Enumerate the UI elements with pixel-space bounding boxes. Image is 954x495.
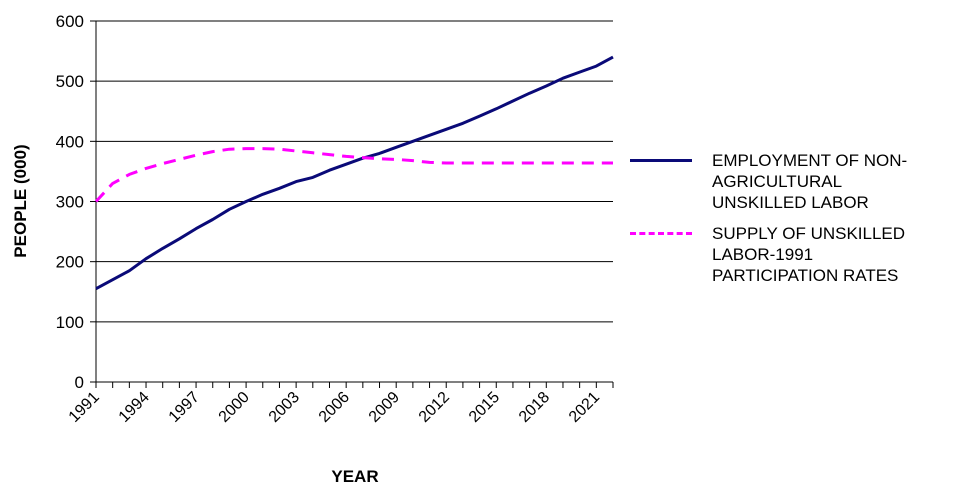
x-tick-label: 2012: [416, 389, 453, 426]
series-line-employment: [95, 55, 614, 291]
series-line-supply: [94, 147, 613, 203]
y-tick-label: 100: [56, 313, 84, 332]
x-tick-label: 2003: [266, 389, 303, 426]
y-tick-label: 400: [56, 132, 84, 151]
x-tick-label: 1994: [116, 389, 153, 426]
x-axis-label: YEAR: [331, 467, 378, 486]
gridlines: [96, 20, 613, 323]
legend-swatch-dashed: [630, 232, 692, 235]
x-tick-label: 2006: [316, 389, 353, 426]
x-tick-label: 1991: [66, 389, 103, 426]
legend-label: SUPPLY OF UNSKILLED LABOR-1991 PARTICIPA…: [712, 224, 906, 285]
x-tick-label: 2018: [516, 389, 553, 426]
series-group: [94, 55, 614, 291]
y-tick-label: 500: [56, 72, 84, 91]
x-tick-label: 2000: [216, 389, 253, 426]
x-tick-label: 2021: [566, 389, 603, 426]
y-tick-label: 600: [56, 12, 84, 31]
y-tick-label: 300: [56, 193, 84, 212]
legend-swatch-solid: [630, 159, 692, 162]
legend-item-supply: SUPPLY OF UNSKILLED LABOR-1991 PARTICIPA…: [630, 223, 950, 286]
y-axis-ticks: 0 100 200 300 400 500 600: [56, 12, 96, 392]
legend-label: EMPLOYMENT OF NON- AGRICULTURAL UNSKILLE…: [712, 151, 908, 212]
x-tick-label: 2009: [366, 389, 403, 426]
y-axis-label: PEOPLE (000): [11, 144, 30, 257]
x-axis-ticks: 1991 1994 1997 2000 2003 2006 2009 2012 2015 2018…: [66, 382, 614, 426]
y-tick-label: 0: [75, 373, 84, 392]
x-tick-label: 1997: [166, 389, 203, 426]
x-tick-label: 2015: [466, 389, 503, 426]
y-tick-label: 200: [56, 253, 84, 272]
legend-item-employment: EMPLOYMENT OF NON- AGRICULTURAL UNSKILLE…: [630, 150, 950, 213]
legend: EMPLOYMENT OF NON- AGRICULTURAL UNSKILLE…: [630, 150, 950, 296]
